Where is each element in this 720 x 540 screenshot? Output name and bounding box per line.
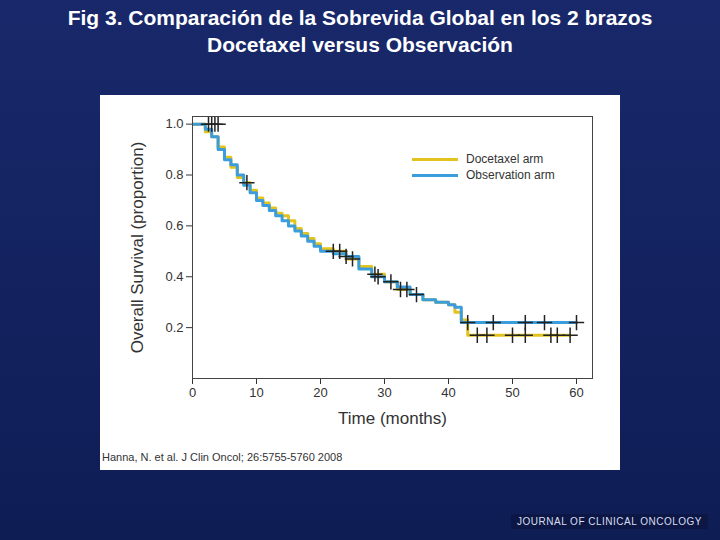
svg-text:20: 20 [313,385,327,400]
svg-text:0.6: 0.6 [165,218,183,233]
svg-text:0: 0 [189,385,196,400]
svg-text:40: 40 [441,385,455,400]
html-text:Fig 3. Comparación de la Sobre: Fig 3. Comparación de la Sobrevida Globa… [67,6,653,29]
html-text:Observation arm: Observation arm [466,168,555,182]
svg-text:50: 50 [505,385,519,400]
svg-text:0.8: 0.8 [165,167,183,182]
svg-text:0.2: 0.2 [165,320,183,335]
svg-text:0.4: 0.4 [165,269,183,284]
svg-text:1.0: 1.0 [165,116,183,131]
svg-text:30: 30 [377,385,391,400]
svg-text:10: 10 [249,385,263,400]
html-text:Docetaxel versus Observación: Docetaxel versus Observación [207,33,513,56]
html-text:Docetaxel arm: Docetaxel arm [466,152,544,166]
svg-text:60: 60 [569,385,583,400]
svg-text:Time (months): Time (months) [338,409,447,428]
svg-text:Overall Survival (proportion): Overall Survival (proportion) [128,142,147,354]
html-text:Hanna, N. et al. J Clin Oncol;: Hanna, N. et al. J Clin Oncol; 26:5755-5… [102,451,343,463]
html-text:JOURNAL OF CLINICAL ONCOLOGY: JOURNAL OF CLINICAL ONCOLOGY [517,516,702,527]
